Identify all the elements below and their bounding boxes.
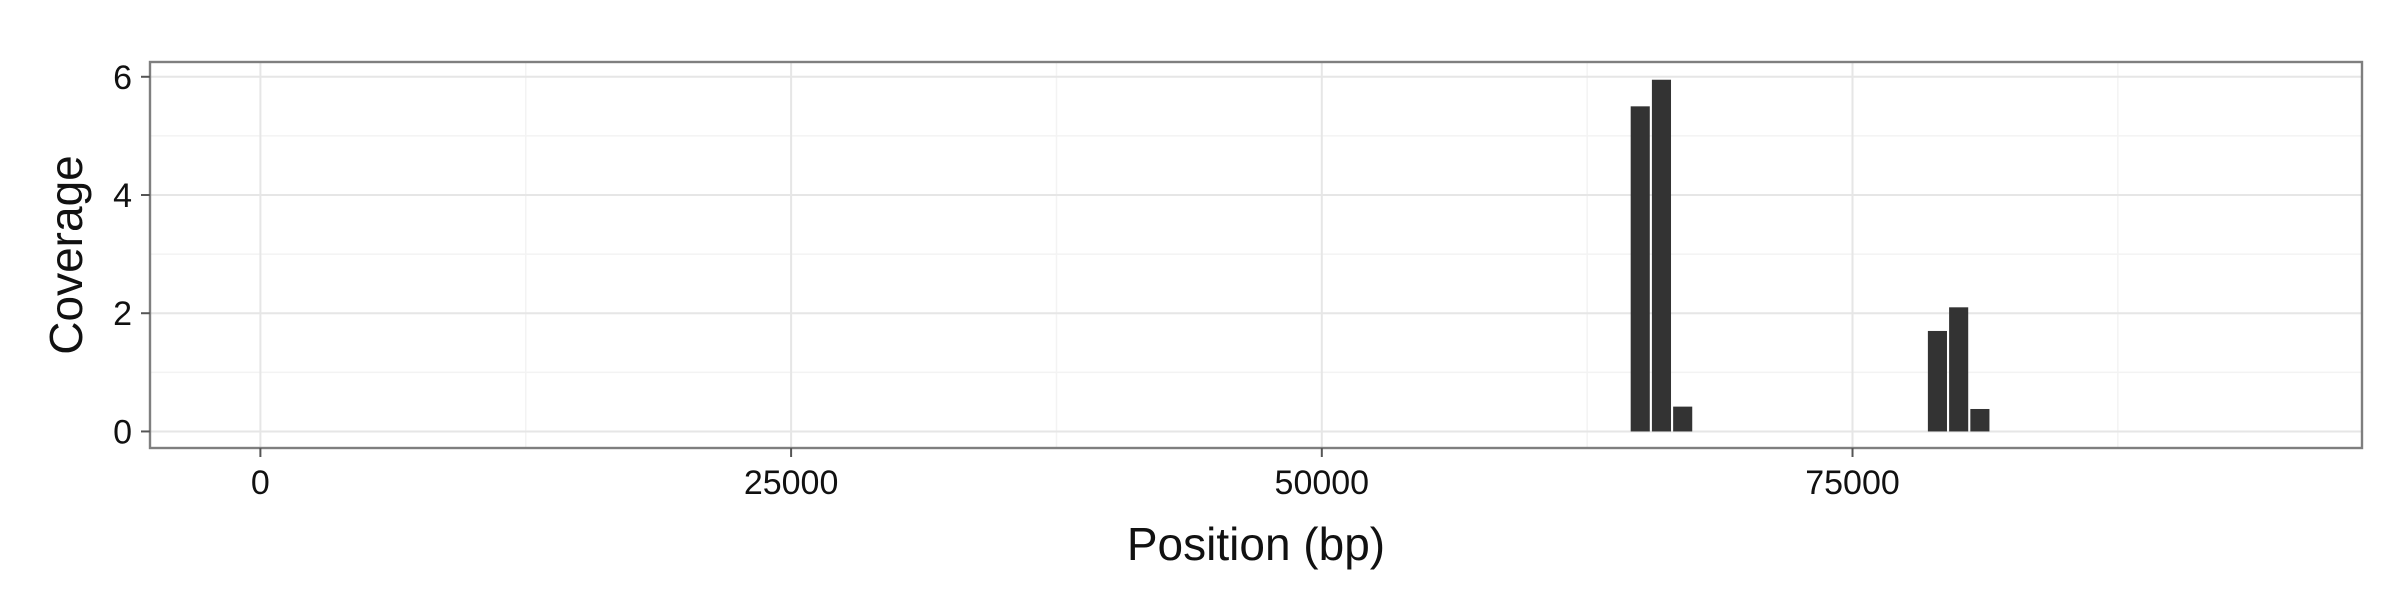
coverage-bar [1970, 408, 1990, 432]
x-tick-label: 50000 [1275, 464, 1370, 502]
panel-background [150, 62, 2362, 448]
coverage-bar [1949, 307, 1969, 432]
coverage-bar [1630, 106, 1650, 432]
y-tick-label: 4 [113, 177, 132, 215]
x-tick-label: 25000 [744, 464, 839, 502]
y-tick-label: 0 [113, 413, 132, 451]
x-tick-label: 75000 [1805, 464, 1900, 502]
x-axis: 0 25000 50000 75000 [251, 448, 1900, 502]
y-tick-label: 2 [113, 295, 132, 333]
x-tick-label: 0 [251, 464, 270, 502]
grid-major [150, 62, 2362, 448]
bars [1630, 79, 1990, 432]
y-axis: 0 2 4 6 [113, 59, 150, 451]
coverage-bar [1651, 79, 1672, 432]
y-axis-title: Coverage [40, 155, 92, 354]
x-axis-title: Position (bp) [1127, 518, 1385, 570]
y-tick-label: 6 [113, 59, 132, 97]
coverage-bar [1927, 330, 1947, 432]
panel-border [148, 60, 2364, 450]
grid-minor [150, 62, 2362, 448]
coverage-bar [1673, 406, 1693, 432]
